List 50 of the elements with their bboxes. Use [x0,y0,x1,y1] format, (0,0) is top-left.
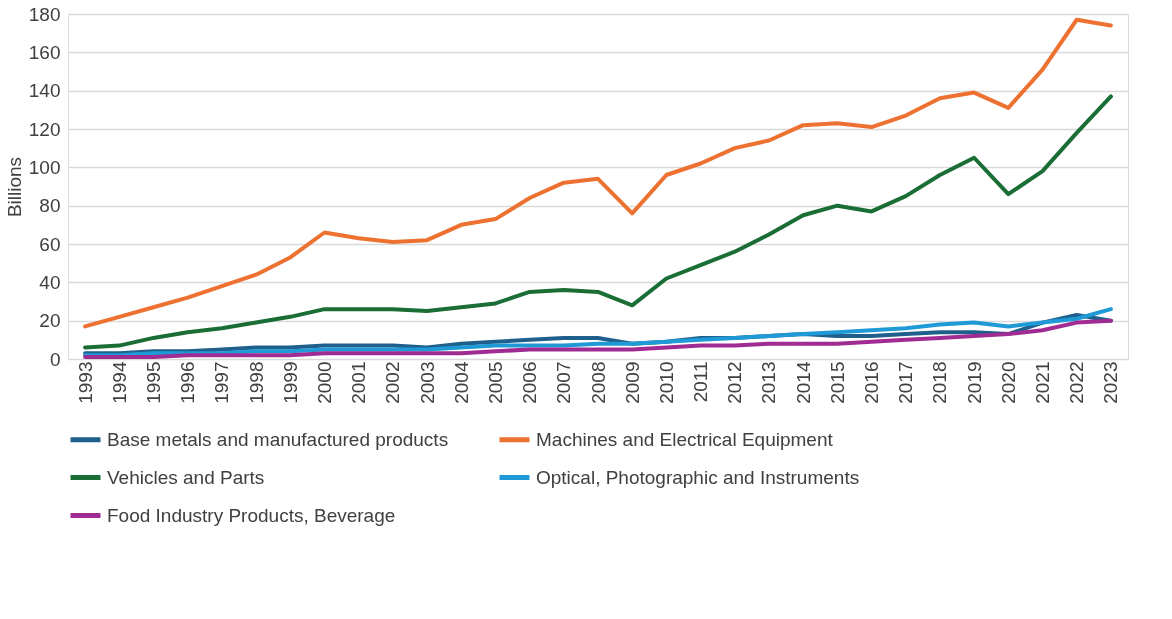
y-tick-label: 20 [39,310,61,332]
line-series [83,17,1113,329]
legend-label: Food Industry Products, Beverage [107,504,396,526]
y-tick-label: 40 [39,271,61,293]
x-tick-label: 2007 [553,361,575,404]
y-tick-label: 140 [28,80,61,102]
y-tick-label: 80 [39,195,61,217]
y-tick-label: 60 [39,233,61,255]
x-tick-label: 2013 [758,361,780,404]
x-tick-label: 2022 [1066,361,1088,404]
y-axis-title: Billions [3,156,25,218]
x-tick-label: 2004 [450,361,472,404]
x-tick-label: 2018 [929,361,951,404]
legend-label: Base metals and manufactured products [107,428,449,450]
line-series [83,318,1113,360]
x-tick-label: 1996 [177,361,199,404]
y-tick-label: 160 [28,41,61,63]
x-tick-label: 1999 [279,361,301,404]
y-tick-label: 0 [49,348,61,370]
x-tick-label: 1993 [74,361,96,404]
x-tick-label: 2021 [1032,361,1054,404]
x-tick-label: 2008 [587,361,609,404]
legend-label: Vehicles and Parts [107,466,265,488]
x-tick-label: 2001 [348,361,370,404]
x-tick-label: 2016 [861,361,883,404]
x-tick-label: 2019 [963,361,985,404]
x-tick-label: 1994 [108,361,130,404]
x-tick-label: 2020 [997,361,1019,404]
x-tick-label: 2009 [621,361,643,404]
x-tick-label: 2010 [655,361,677,404]
x-tick-label: 1995 [142,361,164,404]
x-tick-label: 2011 [690,361,712,403]
y-tick-label: 120 [28,118,61,140]
x-tick-label: 2006 [519,361,541,404]
legend-label: Machines and Electrical Equipment [536,428,834,450]
x-tick-label: 1997 [211,361,233,404]
x-tick-label: 2014 [792,361,814,404]
x-tick-label: 2023 [1100,361,1122,404]
line-series [83,94,1113,350]
x-tick-label: 2002 [382,361,404,404]
y-tick-label: 180 [28,3,61,25]
legend-label: Optical, Photographic and Instruments [536,466,860,488]
x-tick-label: 2012 [724,361,746,404]
x-tick-label: 1998 [245,361,267,404]
x-tick-label: 2005 [484,361,506,404]
x-tick-label: 2000 [313,361,335,404]
x-tick-label: 2017 [895,361,917,404]
y-tick-label: 100 [28,156,61,178]
x-tick-label: 2003 [416,361,438,404]
x-tick-label: 2015 [826,361,848,404]
